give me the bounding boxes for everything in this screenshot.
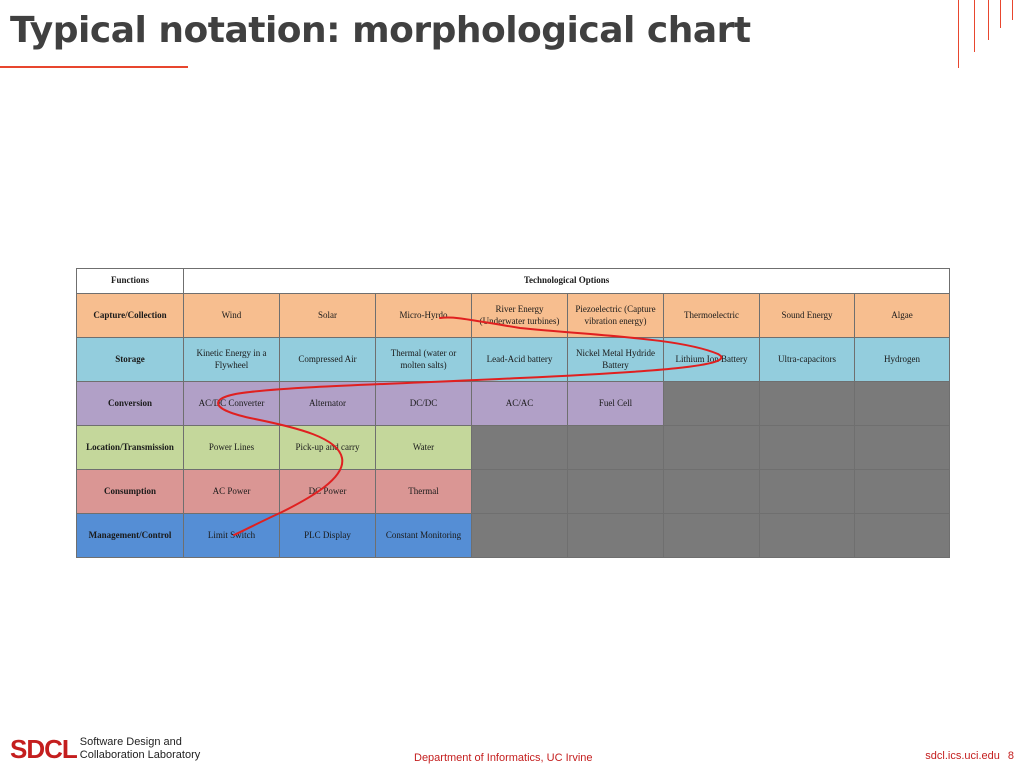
option-cell: Kinetic Energy in a Flywheel bbox=[183, 337, 280, 382]
table-header-row: Functions Technological Options bbox=[76, 268, 951, 294]
option-cell: AC Power bbox=[183, 469, 280, 514]
empty-cell bbox=[663, 425, 760, 470]
logo-line-1: Software Design and bbox=[79, 736, 182, 748]
option-cell: AC/DC Converter bbox=[183, 381, 280, 426]
option-cell: Thermal (water or molten salts) bbox=[375, 337, 472, 382]
logo-line-2: Collaboration Laboratory bbox=[79, 749, 201, 761]
footer-department: Department of Informatics, UC Irvine bbox=[414, 752, 593, 764]
decorative-line bbox=[974, 0, 975, 52]
table-row: Consumption AC Power DC Power Thermal bbox=[76, 469, 951, 514]
empty-cell bbox=[567, 513, 664, 558]
option-cell: Alternator bbox=[279, 381, 376, 426]
option-cell: River Energy (Underwater turbines) bbox=[471, 293, 568, 338]
empty-cell bbox=[471, 469, 568, 514]
table-row: Location/Transmission Power Lines Pick-up … bbox=[76, 425, 951, 470]
empty-cell bbox=[759, 513, 855, 558]
option-cell: Fuel Cell bbox=[567, 381, 664, 426]
function-cell: Capture/Collection bbox=[76, 293, 184, 338]
option-cell: Solar bbox=[279, 293, 376, 338]
empty-cell bbox=[567, 425, 664, 470]
decorative-lines bbox=[954, 0, 1024, 70]
table-row: Capture/Collection Wind Solar Micro-Hyrdo Ri… bbox=[76, 293, 951, 338]
title-underline bbox=[0, 66, 188, 68]
empty-cell bbox=[471, 425, 568, 470]
option-cell: Constant Monitoring bbox=[375, 513, 472, 558]
option-cell: Thermoelectric bbox=[663, 293, 760, 338]
logo-text: Software Design and Collaboration Labora… bbox=[80, 736, 200, 762]
option-cell: Lithium Ion Battery bbox=[663, 337, 760, 382]
header-technological-options: Technological Options bbox=[182, 268, 951, 294]
logo-mark: SDCL bbox=[10, 734, 78, 764]
empty-cell bbox=[853, 513, 951, 558]
empty-cell bbox=[759, 425, 855, 470]
empty-cell bbox=[853, 469, 951, 514]
empty-cell bbox=[567, 469, 664, 514]
table-row: Storage Kinetic Energy in a Flywheel Compr… bbox=[76, 337, 951, 382]
option-cell: Wind bbox=[183, 293, 280, 338]
option-cell: Micro-Hyrdo bbox=[375, 293, 472, 338]
sdcl-logo: SDCL Software Design and Collaboration L… bbox=[10, 736, 200, 762]
option-cell: Hydrogen bbox=[853, 337, 951, 382]
morphological-chart: Functions Technological Options Capture/… bbox=[76, 268, 951, 558]
option-cell: Pick-up and carry bbox=[279, 425, 376, 470]
function-cell: Management/Control bbox=[76, 513, 184, 558]
footer-url-block: sdcl.ics.uci.edu 8 bbox=[925, 750, 1014, 762]
option-cell: DC Power bbox=[279, 469, 376, 514]
option-cell: Piezoelectric (Capture vibration energy) bbox=[567, 293, 664, 338]
empty-cell bbox=[471, 513, 568, 558]
page-number: 8 bbox=[1007, 750, 1014, 762]
option-cell: AC/AC bbox=[471, 381, 568, 426]
table-row: Conversion AC/DC Converter Alternator DC/DC… bbox=[76, 381, 951, 426]
decorative-line bbox=[1012, 0, 1013, 20]
option-cell: Nickel Metal Hydride Battery bbox=[567, 337, 664, 382]
option-cell: PLC Display bbox=[279, 513, 376, 558]
empty-cell bbox=[853, 425, 951, 470]
decorative-line bbox=[988, 0, 989, 40]
decorative-line bbox=[1000, 0, 1001, 28]
option-cell: Sound Energy bbox=[759, 293, 855, 338]
option-cell: Thermal bbox=[375, 469, 472, 514]
footer-url: sdcl.ics.uci.edu bbox=[925, 750, 1000, 762]
slide-title: Typical notation: morphological chart bbox=[10, 10, 751, 51]
empty-cell bbox=[853, 381, 951, 426]
empty-cell bbox=[663, 381, 760, 426]
decorative-line bbox=[958, 0, 959, 68]
function-cell: Consumption bbox=[76, 469, 184, 514]
empty-cell bbox=[663, 513, 760, 558]
empty-cell bbox=[663, 469, 760, 514]
header-functions: Functions bbox=[76, 268, 184, 294]
option-cell: Compressed Air bbox=[279, 337, 376, 382]
option-cell: DC/DC bbox=[375, 381, 472, 426]
empty-cell bbox=[759, 469, 855, 514]
table-row: Management/Control Limit Switch PLC Displa… bbox=[76, 513, 951, 558]
function-cell: Storage bbox=[76, 337, 184, 382]
option-cell: Ultra-capacitors bbox=[759, 337, 855, 382]
function-cell: Conversion bbox=[76, 381, 184, 426]
option-cell: Algae bbox=[853, 293, 951, 338]
empty-cell bbox=[759, 381, 855, 426]
option-cell: Lead-Acid battery bbox=[471, 337, 568, 382]
option-cell: Power Lines bbox=[183, 425, 280, 470]
function-cell: Location/Transmission bbox=[76, 425, 184, 470]
option-cell: Limit Switch bbox=[183, 513, 280, 558]
option-cell: Water bbox=[375, 425, 472, 470]
